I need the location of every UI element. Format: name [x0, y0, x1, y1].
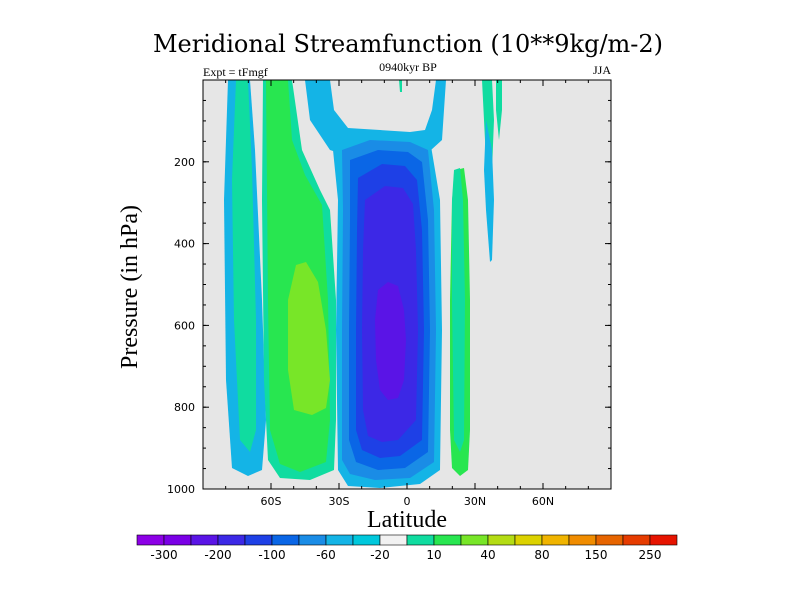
- colorbar-label: 10: [426, 548, 441, 562]
- colorbar-swatch: [514, 534, 543, 546]
- chart-title: Meridional Streamfunction (10**9kg/m-2): [153, 30, 663, 58]
- y-tick-label: 400: [174, 238, 195, 251]
- x-tick-label: 0: [404, 495, 411, 508]
- colorbar-swatch: [649, 534, 678, 546]
- colorbar-swatch: [244, 534, 273, 546]
- colorbar-swatch: [136, 534, 165, 546]
- colorbar-swatch: [460, 534, 489, 546]
- colorbar-label: 250: [639, 548, 662, 562]
- colorbar-label: -100: [258, 548, 285, 562]
- x-tick-label: 30S: [329, 495, 350, 508]
- colorbar-swatch: [190, 534, 219, 546]
- colorbar-swatch: [325, 534, 354, 546]
- colorbar-label: 40: [480, 548, 495, 562]
- experiment-label: Expt = tFmgf: [203, 65, 268, 79]
- colorbar-swatch: [163, 534, 192, 546]
- colorbar-swatch: [217, 534, 246, 546]
- season-label: JJA: [593, 63, 611, 77]
- x-tick-label: 60S: [261, 495, 282, 508]
- colorbar-label: 80: [534, 548, 549, 562]
- colorbar-label: -20: [370, 548, 390, 562]
- colorbar-swatch: [487, 534, 516, 546]
- colorbar-swatch: [541, 534, 570, 546]
- y-axis-label: Pressure (in hPa): [117, 205, 143, 369]
- contour-nh-filament-3: [496, 80, 502, 140]
- colorbar: -300 -200 -100 -60 -20 10 40 80 150 250: [136, 534, 678, 562]
- colorbar-swatch: [379, 534, 408, 546]
- y-tick-label: 800: [174, 401, 195, 414]
- contour-tiny-equatorial: [399, 80, 402, 92]
- colorbar-swatch: [595, 534, 624, 546]
- y-tick-label: 600: [174, 319, 195, 332]
- colorbar-label: 150: [585, 548, 608, 562]
- time-label: 0940kyr BP: [379, 60, 437, 74]
- contour-fills: [224, 80, 502, 488]
- y-tick-label: 200: [174, 156, 195, 169]
- contour-sh-ferrel-peak: [288, 262, 330, 415]
- colorbar-label: -60: [316, 548, 336, 562]
- colorbar-swatch: [298, 534, 327, 546]
- colorbar-swatch: [433, 534, 462, 546]
- colorbar-swatch: [568, 534, 597, 546]
- colorbar-label: -300: [150, 548, 177, 562]
- x-tick-label: 60N: [532, 495, 554, 508]
- contour-nh-hadley-inner: [452, 168, 465, 452]
- colorbar-swatch: [406, 534, 435, 546]
- contour-sh-polar-inner: [232, 80, 256, 452]
- colorbar-swatch: [352, 534, 381, 546]
- x-tick-label: 30N: [464, 495, 486, 508]
- y-axis-ticks: 200 400 600 800 1000: [167, 99, 611, 496]
- x-axis-label: Latitude: [367, 507, 447, 533]
- x-axis-ticks: 60S 30S 0 30N 60N: [202, 80, 612, 508]
- colorbar-swatch: [271, 534, 300, 546]
- contour-sh-hadley-core: [375, 282, 406, 400]
- colorbar-label: -200: [204, 548, 231, 562]
- colorbar-swatch: [622, 534, 651, 546]
- contour-nh-filament-2: [484, 120, 494, 262]
- y-tick-label: 1000: [167, 483, 195, 496]
